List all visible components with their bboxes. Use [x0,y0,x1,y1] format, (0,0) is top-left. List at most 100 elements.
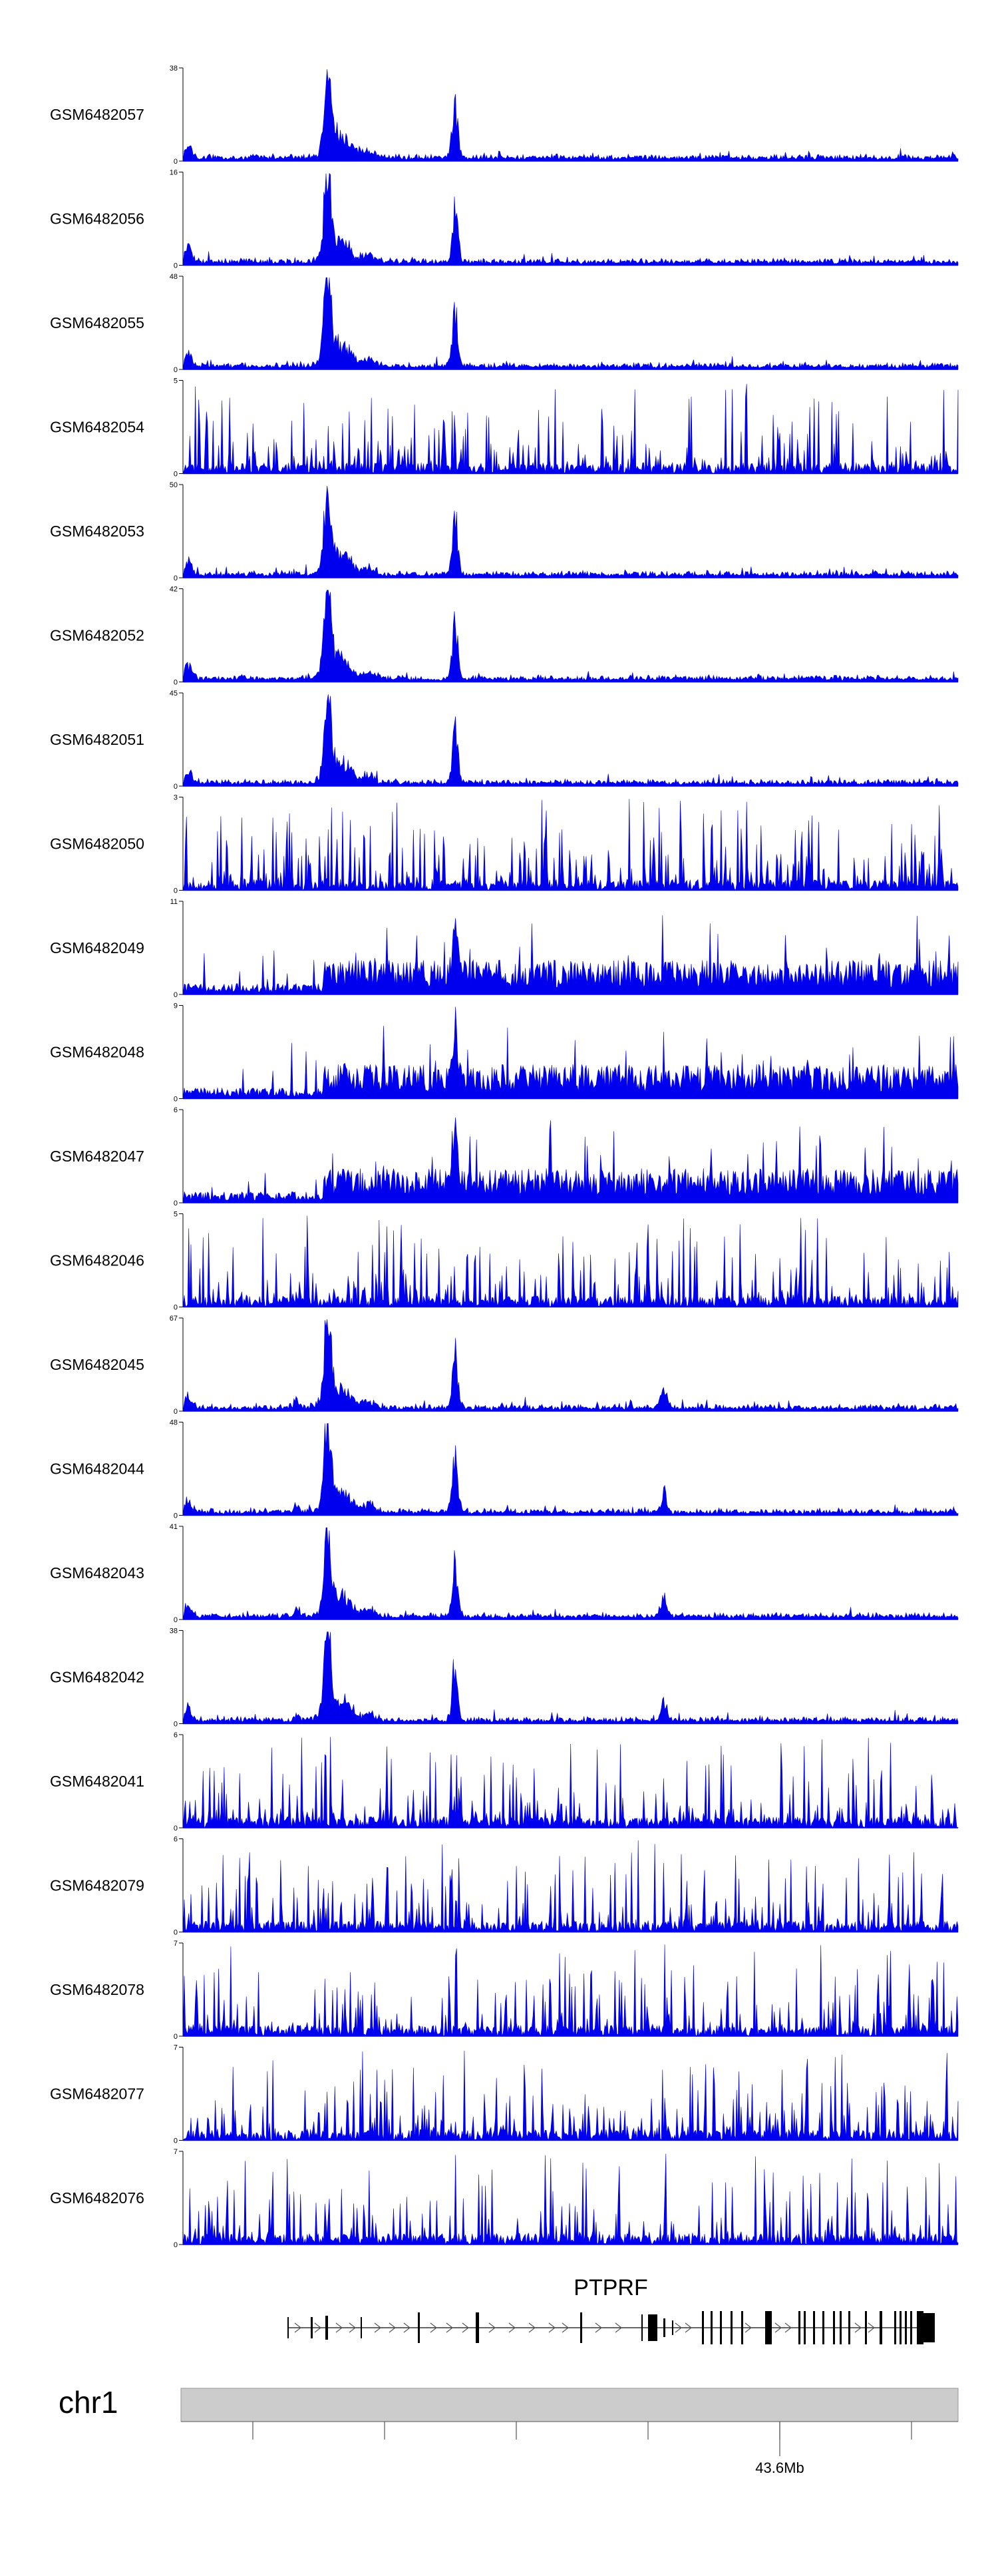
track-GSM6482044: GSM6482044 48 0 [50,1419,959,1520]
coverage-area [182,1423,959,1516]
exon [580,2312,582,2343]
track-label: GSM6482046 [50,1252,144,1269]
y-axis-min-label: 0 [174,1304,178,1312]
exon [865,2311,867,2344]
exon [311,2317,313,2338]
y-axis-max-label: 6 [174,1731,178,1739]
y-axis-min-label: 0 [174,2033,178,2041]
coverage-area [182,1840,959,1933]
track-label: GSM6482052 [50,627,144,644]
exon [641,2314,643,2341]
y-axis-max-label: 67 [170,1315,178,1323]
track-label: GSM6482050 [50,835,144,853]
coverage-area [182,1006,959,1099]
exon [741,2311,743,2344]
track-label: GSM6482041 [50,1773,144,1790]
y-axis-max-label: 5 [174,1211,178,1219]
coverage-area [182,2153,959,2246]
track-GSM6482042: GSM6482042 38 0 [50,1627,959,1729]
gene-name-label: PTPRF [574,2275,647,2300]
coverage-area [182,1117,959,1203]
strand-arrow [294,2322,301,2333]
coverage-area [182,694,959,787]
track-GSM6482047: GSM6482047 6 0 [50,1106,959,1207]
strand-arrow [389,2322,396,2333]
gene-model-PTPRF [287,2311,935,2344]
exon [848,2311,850,2344]
position-tick-label: 43.6Mb [755,2460,804,2476]
y-axis-max-label: 48 [170,273,178,281]
exon [663,2318,665,2337]
strand-arrow [868,2322,875,2333]
strand-arrow [508,2322,516,2333]
track-label: GSM6482077 [50,2085,144,2103]
y-axis-max-label: 41 [170,1523,178,1531]
track-label: GSM6482054 [50,419,144,436]
strand-arrow [462,2322,469,2333]
y-axis-max-label: 48 [170,1419,178,1427]
strand-arrow [854,2322,862,2333]
track-GSM6482079: GSM6482079 6 0 [50,1836,959,1937]
track-label: GSM6482049 [50,939,144,957]
coverage-area [182,1737,959,1828]
track-label: GSM6482079 [50,1877,144,1894]
exon [720,2311,722,2344]
strand-arrow [528,2322,536,2333]
y-axis-min-label: 0 [174,1825,178,1832]
coverage-area [182,1527,959,1620]
exon [731,2311,733,2344]
track-label: GSM6482076 [50,2189,144,2207]
y-axis-min-label: 0 [174,1408,178,1416]
strand-arrow [349,2322,356,2333]
track-GSM6482078: GSM6482078 7 0 [50,1940,959,2041]
track-label: GSM6482051 [50,731,144,748]
coverage-area [182,2050,959,2141]
coverage-area [182,69,959,162]
coverage-area [182,485,959,578]
track-label: GSM6482048 [50,1044,144,1061]
gene-annotation-track: PTPRF [287,2275,935,2344]
coverage-area [182,172,959,266]
coverage-area [182,915,959,995]
track-GSM6482050: GSM6482050 3 0 [50,794,959,895]
strand-arrow [314,2322,321,2333]
exon [702,2311,704,2344]
track-label: GSM6482055 [50,314,144,331]
exon [476,2312,479,2343]
coverage-tracks: GSM6482057380GSM6482056160GSM6482055480G… [50,65,959,2249]
strand-arrow [562,2322,569,2333]
y-axis-min-label: 0 [174,1616,178,1624]
track-label: GSM6482053 [50,523,144,540]
y-axis-max-label: 7 [174,1940,178,1948]
track-GSM6482045: GSM6482045 67 0 [50,1315,959,1416]
y-axis-max-label: 38 [170,65,178,73]
exon [917,2311,923,2344]
y-axis-min-label: 0 [174,783,178,791]
y-axis-max-label: 45 [170,690,178,698]
chromosome-ideogram: chr1 43.6Mb [59,2385,959,2476]
exon [418,2312,420,2343]
y-axis-max-label: 6 [174,1106,178,1114]
y-axis-max-label: 50 [170,481,178,489]
y-axis-max-label: 11 [170,898,178,906]
track-GSM6482057: GSM6482057 38 0 [50,65,959,166]
y-axis-max-label: 7 [174,2044,178,2052]
strand-arrow [745,2322,752,2333]
exon [765,2311,772,2344]
track-label: GSM6482045 [50,1356,144,1373]
y-axis-max-label: 7 [174,2148,178,2156]
exon [833,2311,835,2344]
track-GSM6482041: GSM6482041 6 0 [50,1731,959,1832]
coverage-area [182,277,959,370]
strand-arrow [595,2322,602,2333]
ruler-ticks [252,2422,912,2456]
track-GSM6482052: GSM6482052 42 0 [50,586,959,687]
coverage-area [182,383,959,475]
y-axis-max-label: 5 [174,377,178,385]
exon [813,2311,815,2344]
track-GSM6482055: GSM6482055 48 0 [50,273,959,374]
exon [672,2320,673,2335]
exon [287,2317,289,2338]
y-axis-min-label: 0 [174,679,178,687]
